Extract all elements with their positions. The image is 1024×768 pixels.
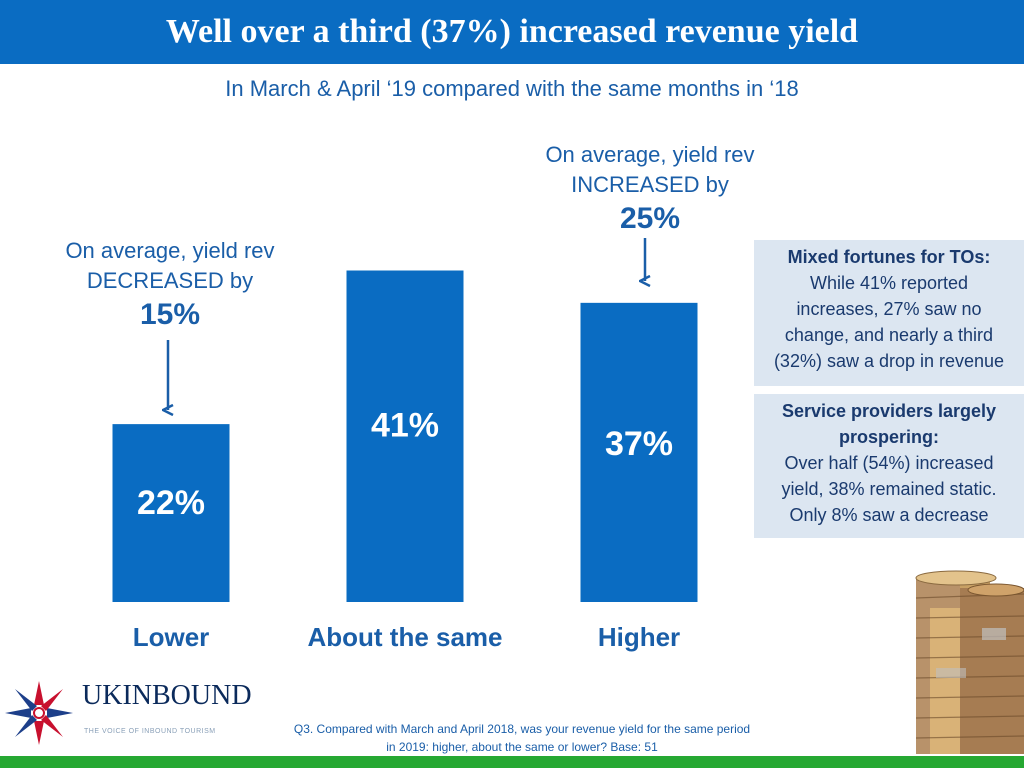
ukinbound-logo: UKINBOUND THE VOICE OF INBOUND TOURISM — [2, 680, 262, 750]
annotation-higher-line2: INCREASED by — [571, 172, 729, 197]
annotation-lower-line2: DECREASED by — [86, 268, 254, 293]
question-footnote: Q3. Compared with March and April 2018, … — [262, 720, 782, 756]
union-flag-star-icon — [5, 681, 73, 745]
info-box-tour-operators: Mixed fortunes for TOs: While 41% report… — [754, 240, 1024, 386]
bar-higher — [580, 302, 698, 602]
info-box-line: yield, 38% remained static. — [781, 479, 997, 499]
info-box-line: change, and nearly a third — [784, 325, 994, 345]
category-label: Lower — [133, 622, 210, 652]
info-box-tour-operators-heading: Mixed fortunes for TOs: — [787, 247, 991, 267]
info-box-service-providers-heading-2: prospering: — [838, 427, 939, 447]
bar-lower — [112, 424, 230, 602]
info-box-service-providers-heading: Service providers largely — [781, 401, 997, 421]
info-box-line: While 41% reported — [809, 273, 969, 293]
annotation-higher: On average, yield rev INCREASED by 25% — [520, 140, 780, 238]
subtitle: In March & April ‘19 compared with the s… — [225, 76, 799, 101]
coin-stack-image — [915, 570, 1024, 754]
info-box-line: Only 8% saw a decrease — [789, 505, 989, 525]
info-box-line: Over half (54%) increased — [784, 453, 994, 473]
annotation-higher-line1: On average, yield rev — [545, 142, 755, 167]
bar-about-the-same — [346, 270, 464, 602]
bottom-accent-bar — [0, 756, 1024, 768]
logo-tagline: THE VOICE OF INBOUND TOURISM — [84, 728, 216, 735]
annotation-lower: On average, yield rev DECREASED by 15% — [55, 236, 285, 334]
footnote-line2: in 2019: higher, about the same or lower… — [386, 740, 658, 754]
info-box-line: (32%) saw a drop in revenue — [773, 351, 1005, 371]
title-banner: Well over a third (37%) increased revenu… — [0, 0, 1024, 64]
page-title: Well over a third (37%) increased revenu… — [165, 13, 859, 50]
info-box-service-providers: Service providers largely prospering: Ov… — [754, 394, 1024, 538]
info-box-line: increases, 27% saw no — [796, 299, 982, 319]
footnote-line1: Q3. Compared with March and April 2018, … — [293, 722, 751, 736]
category-label: About the same — [307, 622, 502, 652]
logo-name: UKINBOUND — [82, 680, 252, 711]
bar-chart: 22% Lower 41% About the same 37% Higher — [112, 238, 698, 652]
bar-value-label: 37% — [605, 425, 673, 463]
annotation-lower-line1: On average, yield rev — [65, 238, 275, 263]
annotation-lower-value: 15% — [139, 298, 201, 331]
bar-value-label: 41% — [371, 407, 439, 445]
bar-value-label: 22% — [137, 484, 205, 522]
annotation-higher-value: 25% — [619, 202, 681, 235]
category-label: Higher — [598, 622, 680, 652]
